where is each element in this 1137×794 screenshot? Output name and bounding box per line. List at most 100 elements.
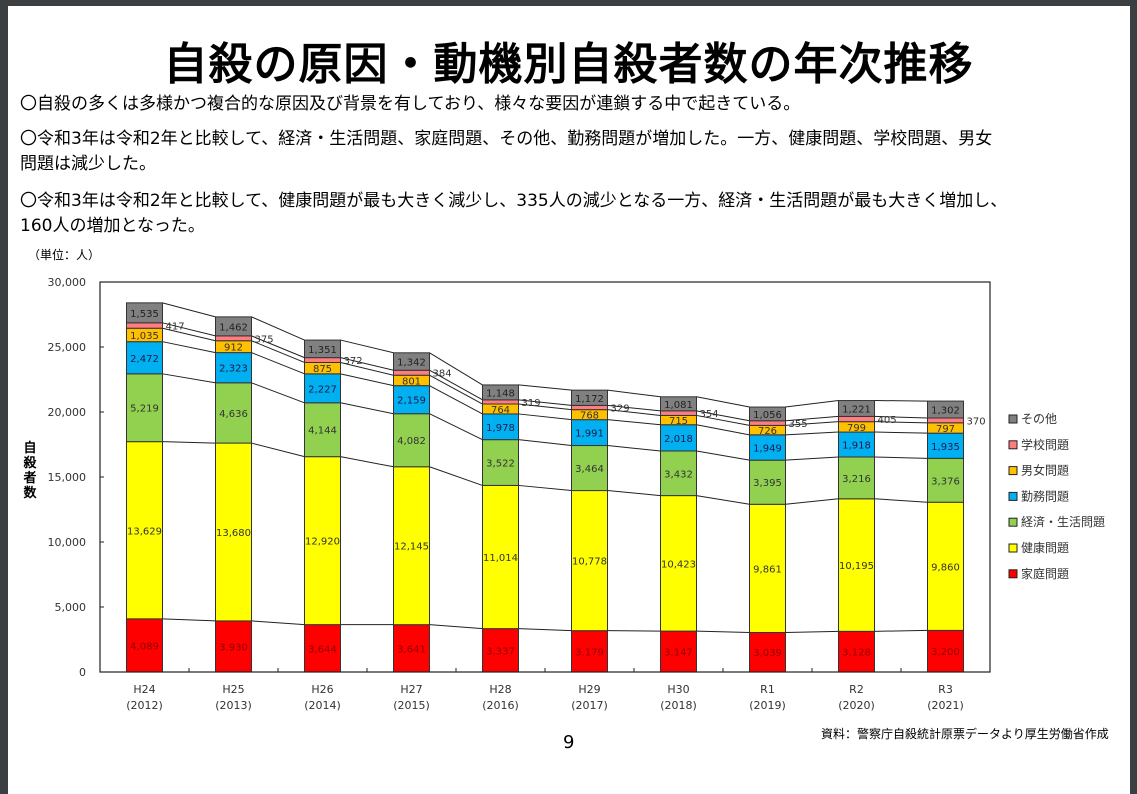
data-label: 715 xyxy=(669,416,688,427)
bar-segment xyxy=(126,373,163,443)
data-label: 1,935 xyxy=(931,442,960,453)
axes: 0 5,000 10,000 15,000 20,000 25,000 30,000 H24 (… xyxy=(48,276,991,712)
data-label: 3,930 xyxy=(219,642,248,653)
data-label: 801 xyxy=(402,376,421,387)
data-label: 3,376 xyxy=(931,476,960,487)
connector-line xyxy=(607,389,661,398)
x-tick-label: H26 xyxy=(311,683,333,696)
connector-line xyxy=(607,419,661,426)
data-label: 2,323 xyxy=(219,364,248,375)
connector-line xyxy=(518,484,572,492)
connector-line xyxy=(251,382,305,404)
connector-line xyxy=(162,373,216,384)
bar-segment xyxy=(126,618,163,673)
x-tick-label: R2 xyxy=(849,683,864,696)
data-label: 1,351 xyxy=(308,345,337,356)
bar-segment xyxy=(571,419,608,447)
data-label: 1,342 xyxy=(397,358,426,369)
connector-line xyxy=(785,421,839,426)
segment-labels: 4,089 3,930 3,644 3,641 3,337 3,179 3,147 3,039… xyxy=(127,309,986,659)
data-label: 12,920 xyxy=(305,537,340,548)
connector-line xyxy=(251,620,305,626)
connector-line xyxy=(251,316,305,341)
data-label: 10,195 xyxy=(839,561,874,572)
connector-line xyxy=(251,352,305,375)
slide-page: 自殺の原因・動機別自殺者数の年次推移 〇自殺の多くは多様かつ複合的な原因及び背景… xyxy=(8,6,1130,794)
data-label: 372 xyxy=(344,356,363,367)
x-tick-year-label: (2012) xyxy=(126,699,163,712)
data-label: 1,991 xyxy=(575,429,604,440)
connector-line xyxy=(785,400,839,408)
connector-line xyxy=(340,357,394,371)
bullet-3-line-1: 〇令和3年は令和2年と比較して、健康問題が最も大きく減少し、335人の減少となる… xyxy=(20,191,1008,211)
data-label: 4,089 xyxy=(130,641,159,652)
y-tick-label: 30,000 xyxy=(48,276,87,289)
bars xyxy=(126,302,964,673)
bar-segment xyxy=(393,466,430,626)
data-label: 3,147 xyxy=(664,648,693,659)
bullet-1: 〇自殺の多くは多様かつ複合的な原因及び背景を有しており、様々な要因が連鎖する中で… xyxy=(20,94,801,114)
bar-segment xyxy=(927,432,964,459)
data-label: 354 xyxy=(700,409,719,420)
legend-label: 健康問題 xyxy=(1021,540,1069,555)
connector-lines xyxy=(162,302,928,633)
y-axis-label-char: 数 xyxy=(23,485,37,501)
data-label: 13,629 xyxy=(127,526,162,537)
source-note: 資料：警察庁自殺統計原票データより厚生労働省作成 xyxy=(821,727,1109,741)
x-tick-label: H24 xyxy=(133,683,155,696)
legend-label: 家庭問題 xyxy=(1021,566,1069,581)
bar-segment xyxy=(927,400,964,419)
bar-segment xyxy=(304,624,341,673)
bar-segment xyxy=(304,373,341,404)
connector-line xyxy=(874,629,928,632)
connector-line xyxy=(696,414,750,426)
bar-segment xyxy=(571,630,608,673)
data-label: 3,641 xyxy=(397,644,426,655)
bar-segment xyxy=(393,385,430,415)
x-tick-label: H29 xyxy=(578,683,600,696)
connector-line xyxy=(696,495,750,505)
data-label: 1,535 xyxy=(130,309,159,320)
legend-swatch xyxy=(1008,569,1018,579)
data-label: 1,035 xyxy=(130,331,159,342)
bar-segment xyxy=(927,457,964,503)
bullet-2-line-2: 問題は減少した。 xyxy=(20,154,156,174)
bar-segment xyxy=(749,406,786,422)
connector-line xyxy=(340,456,394,468)
data-label: 355 xyxy=(789,419,808,430)
bar-segment xyxy=(482,413,519,441)
connector-line xyxy=(429,624,483,630)
bar-segment xyxy=(215,316,252,337)
data-label: 1,172 xyxy=(575,394,604,405)
bar-segment xyxy=(838,400,875,417)
data-label: 3,644 xyxy=(308,644,337,655)
bar-segment xyxy=(660,410,697,416)
data-label: 1,221 xyxy=(842,404,871,415)
bar-segment xyxy=(215,335,252,342)
bar-segment xyxy=(304,339,341,359)
data-label: 417 xyxy=(166,322,185,333)
connector-line xyxy=(162,322,216,337)
bar-segment xyxy=(571,445,608,492)
x-tick-year-label: (2018) xyxy=(660,699,697,712)
bar-segment xyxy=(660,396,697,412)
data-label: 329 xyxy=(611,404,630,415)
connector-line xyxy=(429,466,483,486)
bar-segment xyxy=(304,402,341,458)
data-label: 384 xyxy=(433,369,452,380)
connector-line xyxy=(696,450,750,461)
y-axis-label-char: 者 xyxy=(22,470,36,486)
connector-line xyxy=(874,456,928,459)
x-tick-year-label: (2016) xyxy=(482,699,519,712)
bar-segment xyxy=(393,413,430,468)
bar-segment xyxy=(126,341,163,375)
connector-line xyxy=(518,439,572,447)
data-label: 2,159 xyxy=(397,396,426,407)
x-tick-year-label: (2015) xyxy=(393,699,430,712)
bar-segment xyxy=(393,369,430,376)
connector-line xyxy=(874,421,928,424)
y-axis-label-char: 殺 xyxy=(22,455,37,471)
x-tick-label: R1 xyxy=(760,683,775,696)
bar-segment xyxy=(126,441,163,620)
